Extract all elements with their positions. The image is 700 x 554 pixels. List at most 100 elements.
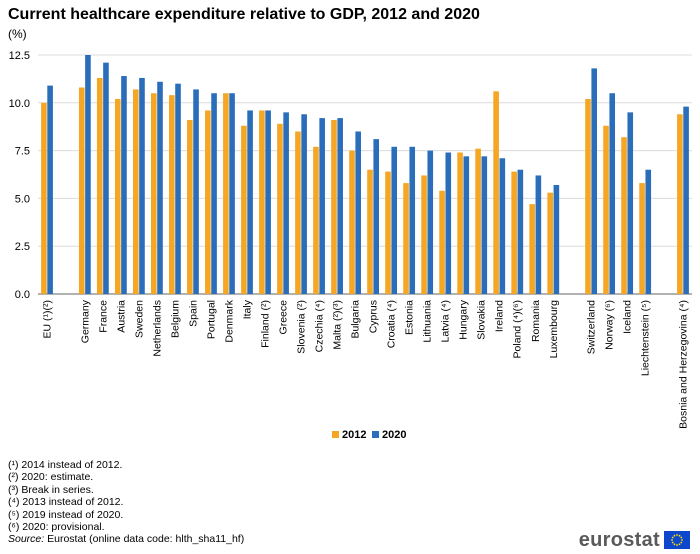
y-tick-label: 7.5	[15, 146, 30, 158]
x-tick-label: Hungary	[458, 299, 470, 339]
bar-2012	[259, 110, 265, 294]
bar-2020	[391, 147, 397, 294]
bar-2020	[175, 84, 181, 294]
bar-2020	[482, 156, 488, 294]
bar-2020	[229, 93, 235, 294]
x-tick-label: Greece	[278, 300, 290, 335]
bar-2012	[187, 120, 193, 294]
bar-2012	[79, 88, 85, 294]
x-tick-label: Italy	[241, 299, 253, 319]
bar-2012	[421, 175, 427, 294]
bar-2012	[367, 170, 373, 294]
bar-chart: 0.0 2.5 5.0 7.5 10.0 12.5 EU (¹)(²) Germany Fran…	[0, 0, 700, 450]
bar-2012	[295, 131, 301, 294]
bar-2012	[493, 91, 499, 294]
bar-2020	[554, 185, 560, 294]
footnote: (⁴) 2013 instead of 2012.	[8, 496, 244, 508]
bar-2020	[445, 153, 451, 294]
source-line: Source: Eurostat (online data code: hlth…	[8, 533, 244, 545]
bar-2012	[349, 151, 355, 294]
x-tick-label: Czechia (⁴)	[314, 300, 326, 352]
footnote: (²) 2020: estimate.	[8, 471, 244, 483]
bar-2012	[277, 124, 283, 294]
bar-2020	[319, 118, 325, 294]
x-tick-label: Sweden	[133, 300, 145, 338]
x-tick-label: Bulgaria	[350, 300, 362, 339]
bar-2020	[211, 93, 217, 294]
bar-2020	[409, 147, 415, 294]
x-tick-label: Switzerland	[586, 300, 598, 354]
bar-2020	[463, 156, 469, 294]
eurostat-logo: eurostat	[579, 530, 690, 550]
x-tick-label: Austria	[115, 300, 127, 333]
logo-text: eurostat	[579, 529, 660, 552]
x-tick-label: Poland (⁴)(⁶)	[512, 300, 524, 358]
footnotes: (¹) 2014 instead of 2012. (²) 2020: esti…	[8, 459, 244, 546]
bar-2012	[403, 183, 409, 294]
bar-2012	[529, 204, 535, 294]
bar-2012	[603, 126, 609, 294]
x-tick-label: Liechtenstein (⁵)	[640, 300, 652, 376]
x-tick-label: Latvia (⁴)	[440, 300, 452, 342]
legend-swatch-2020	[372, 431, 379, 438]
bar-2012	[585, 99, 591, 294]
legend-swatch-2012	[332, 431, 339, 438]
bar-2012	[511, 172, 517, 294]
bar-2012	[115, 99, 121, 294]
x-tick-label: Ireland	[494, 300, 506, 332]
legend-label-2012: 2012	[342, 429, 366, 441]
y-tick-label: 12.5	[9, 50, 30, 62]
source-label: Source:	[8, 533, 44, 545]
bar-2020	[355, 131, 361, 294]
footnote: (¹) 2014 instead of 2012.	[8, 459, 244, 471]
bar-2012	[331, 120, 337, 294]
x-tick-label: Luxembourg	[548, 300, 560, 359]
bar-2020	[500, 158, 506, 294]
x-tick-label: Malta (²)(³)	[332, 300, 344, 350]
x-tick-label: Spain	[187, 300, 199, 327]
bar-2012	[677, 114, 683, 294]
x-tick-label: Belgium	[169, 300, 181, 338]
bar-2020	[193, 89, 199, 294]
x-tick-label: Cyprus	[368, 300, 380, 333]
eu-flag-icon	[664, 531, 690, 549]
bar-2020	[591, 68, 597, 294]
bar-2020	[247, 110, 253, 294]
y-tick-label: 2.5	[15, 241, 30, 253]
bar-2020	[373, 139, 379, 294]
bar-2012	[385, 172, 391, 294]
bar-2012	[457, 153, 463, 294]
bar-2012	[41, 103, 47, 294]
bar-2020	[121, 76, 127, 294]
footnote: (⁵) 2019 instead of 2020.	[8, 509, 244, 521]
bar-2020	[85, 55, 91, 294]
x-tick-label: Estonia	[404, 300, 416, 335]
bar-2020	[427, 151, 433, 294]
x-tick-label: Norway (⁶)	[604, 300, 616, 350]
footnote: (⁶) 2020: provisional.	[8, 521, 244, 533]
bar-2020	[627, 112, 633, 294]
bar-2020	[103, 63, 109, 294]
y-tick-label: 0.0	[15, 289, 30, 301]
bar-2012	[97, 78, 103, 294]
bar-2012	[639, 183, 645, 294]
x-tick-label: Croatia (⁴)	[386, 300, 398, 348]
x-tick-label: Iceland	[622, 300, 634, 334]
bar-2020	[47, 86, 53, 294]
x-tick-label: France	[97, 300, 109, 333]
y-tick-label: 5.0	[15, 193, 30, 205]
bar-2012	[169, 95, 175, 294]
bar-2020	[645, 170, 651, 294]
bar-2020	[283, 112, 289, 294]
legend-label-2020: 2020	[382, 429, 406, 441]
bar-2012	[313, 147, 319, 294]
bar-2020	[536, 175, 542, 294]
x-tick-label: Germany	[79, 299, 91, 343]
bar-2012	[151, 93, 157, 294]
source-text: Eurostat (online data code: hlth_sha11_h…	[44, 533, 244, 545]
x-tick-label: Portugal	[205, 300, 217, 339]
bar-2020	[518, 170, 524, 294]
bar-2020	[609, 93, 615, 294]
bar-2012	[475, 149, 481, 294]
y-tick-label: 10.0	[9, 98, 30, 110]
